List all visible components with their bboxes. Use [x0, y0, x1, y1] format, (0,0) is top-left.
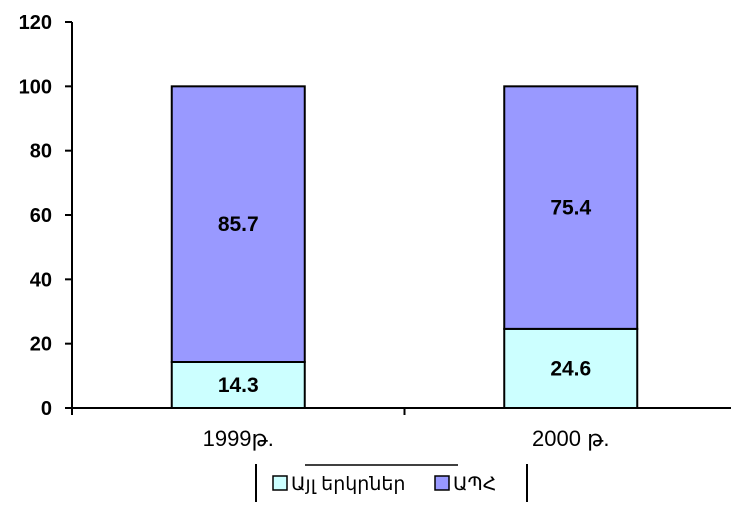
x-category-label: 1999թ. — [203, 426, 274, 451]
x-category-label: 2000 թ. — [532, 426, 609, 451]
y-tick-label: 80 — [30, 141, 52, 163]
y-tick-label: 100 — [19, 76, 52, 98]
bar-segment — [170, 85, 306, 364]
bar-segment — [170, 361, 306, 410]
legend-label: Այլ երկրներ — [291, 474, 405, 495]
data-label: 24.6 — [550, 357, 591, 380]
bar-segment — [503, 85, 639, 330]
legend-label: ԱՊՀ — [453, 474, 496, 495]
legend: Այլ երկրներ ԱՊՀ — [255, 464, 528, 502]
bars — [170, 85, 639, 410]
bar-segment — [503, 327, 639, 409]
legend-swatch — [434, 475, 450, 491]
y-tick-label: 40 — [30, 269, 52, 291]
data-label: 14.3 — [218, 374, 259, 397]
legend-swatch — [272, 475, 288, 491]
y-tick-label: 0 — [41, 398, 52, 420]
data-label: 75.4 — [550, 197, 591, 220]
data-label: 85.7 — [218, 213, 259, 236]
y-tick-label: 20 — [30, 334, 52, 356]
y-tick-label: 60 — [30, 205, 52, 227]
labels: 14.3 85.7 1999թ. 24.6 75.4 2000 թ. — [203, 197, 610, 451]
y-tick-label: 120 — [19, 12, 52, 34]
